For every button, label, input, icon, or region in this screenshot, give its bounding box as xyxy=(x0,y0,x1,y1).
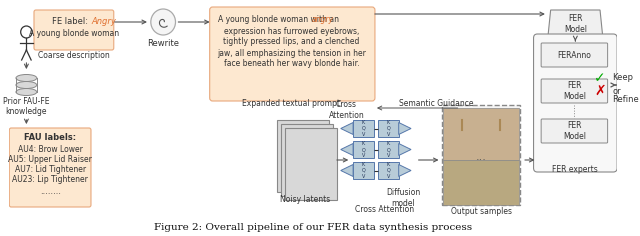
Text: FER
Model: FER Model xyxy=(563,81,586,101)
Text: K
Q
V: K Q V xyxy=(387,141,390,158)
Text: Output samples: Output samples xyxy=(451,207,512,216)
Text: AU5: Upper Lid Raiser: AU5: Upper Lid Raiser xyxy=(8,155,92,164)
Text: A young blonde woman: A young blonde woman xyxy=(29,30,119,38)
FancyBboxPatch shape xyxy=(277,120,330,192)
Text: FE label:: FE label: xyxy=(52,17,91,26)
Text: tightly pressed lips, and a clenched: tightly pressed lips, and a clenched xyxy=(223,38,360,46)
Text: A young blonde woman with an: A young blonde woman with an xyxy=(218,16,342,25)
Text: AU23: Lip Tightener: AU23: Lip Tightener xyxy=(12,174,88,184)
Text: K
Q
V: K Q V xyxy=(362,120,365,137)
Text: Angry: Angry xyxy=(91,17,116,26)
Text: ...: ... xyxy=(476,152,487,162)
Polygon shape xyxy=(399,164,411,177)
Polygon shape xyxy=(548,10,603,38)
FancyBboxPatch shape xyxy=(353,162,374,179)
Text: K
Q
V: K Q V xyxy=(387,120,390,137)
FancyBboxPatch shape xyxy=(285,128,337,200)
Text: K
Q
V: K Q V xyxy=(362,141,365,158)
FancyBboxPatch shape xyxy=(541,79,607,103)
Text: Semantic Guidance: Semantic Guidance xyxy=(399,98,474,108)
Text: Rewrite: Rewrite xyxy=(147,38,179,47)
Text: or: or xyxy=(612,87,621,96)
Ellipse shape xyxy=(16,81,37,88)
Circle shape xyxy=(151,9,175,35)
Text: Refine: Refine xyxy=(612,96,639,105)
FancyBboxPatch shape xyxy=(353,120,374,137)
Text: Figure 2: Overall pipeline of our FER data synthesis process: Figure 2: Overall pipeline of our FER da… xyxy=(154,223,472,232)
Text: FER
Model: FER Model xyxy=(563,121,586,141)
Ellipse shape xyxy=(16,88,37,96)
FancyBboxPatch shape xyxy=(541,43,607,67)
FancyBboxPatch shape xyxy=(378,120,399,137)
Polygon shape xyxy=(340,122,353,135)
Ellipse shape xyxy=(16,75,37,81)
FancyBboxPatch shape xyxy=(541,119,607,143)
Text: jaw, all emphasizing the tension in her: jaw, all emphasizing the tension in her xyxy=(217,49,366,58)
Text: knowledge: knowledge xyxy=(6,106,47,115)
Text: ........: ........ xyxy=(40,187,61,197)
FancyBboxPatch shape xyxy=(34,10,114,50)
FancyBboxPatch shape xyxy=(534,34,617,172)
FancyBboxPatch shape xyxy=(378,162,399,179)
Polygon shape xyxy=(340,143,353,156)
FancyBboxPatch shape xyxy=(10,128,91,207)
Text: expression has furrowed eyebrows,: expression has furrowed eyebrows, xyxy=(224,26,359,35)
Text: AU4: Brow Lower: AU4: Brow Lower xyxy=(18,144,83,153)
Text: FERAnno: FERAnno xyxy=(557,51,591,59)
Text: Cross Attention: Cross Attention xyxy=(355,206,414,215)
FancyBboxPatch shape xyxy=(281,124,333,196)
Text: FER experts: FER experts xyxy=(552,165,597,174)
Text: AU7: Lid Tightener: AU7: Lid Tightener xyxy=(15,164,86,173)
FancyBboxPatch shape xyxy=(444,108,519,160)
Text: ✓: ✓ xyxy=(594,71,606,85)
Text: Diffusion
model: Diffusion model xyxy=(387,188,420,208)
Polygon shape xyxy=(399,143,411,156)
Polygon shape xyxy=(340,164,353,177)
FancyBboxPatch shape xyxy=(378,141,399,158)
Text: Noisy latents: Noisy latents xyxy=(280,195,331,205)
FancyBboxPatch shape xyxy=(353,141,374,158)
FancyBboxPatch shape xyxy=(444,160,519,205)
Text: K
Q
V: K Q V xyxy=(387,162,390,179)
Text: Expanded textual prompt: Expanded textual prompt xyxy=(243,98,340,108)
FancyBboxPatch shape xyxy=(210,7,375,101)
Text: FAU labels:: FAU labels: xyxy=(24,134,76,143)
Text: K
Q
V: K Q V xyxy=(362,162,365,179)
Text: angry: angry xyxy=(311,16,333,25)
Text: Keep: Keep xyxy=(612,73,634,83)
Text: face beneath her wavy blonde hair.: face beneath her wavy blonde hair. xyxy=(223,59,359,68)
Text: FER
Model: FER Model xyxy=(564,14,587,34)
Polygon shape xyxy=(399,122,411,135)
Text: Cross
Attention: Cross Attention xyxy=(328,100,364,120)
Text: Coarse description: Coarse description xyxy=(38,51,109,59)
Text: ✗: ✗ xyxy=(594,84,606,98)
Text: Prior FAU-FE: Prior FAU-FE xyxy=(3,97,50,106)
FancyBboxPatch shape xyxy=(442,105,520,205)
